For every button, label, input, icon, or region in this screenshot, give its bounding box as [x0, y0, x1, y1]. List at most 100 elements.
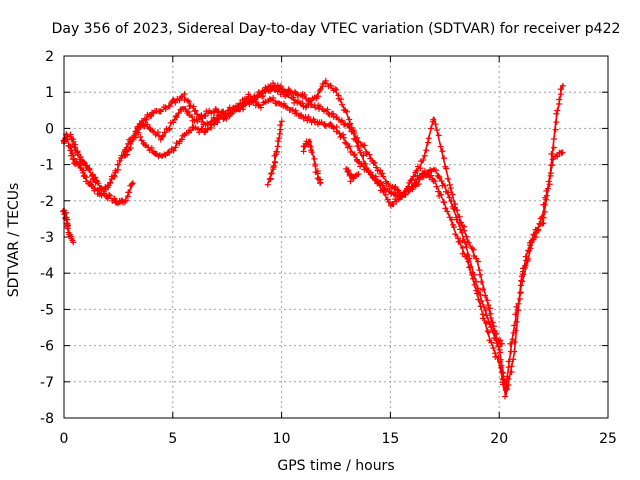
- data-point: [458, 219, 465, 226]
- data-point: [484, 297, 491, 304]
- data-point: [550, 136, 557, 143]
- data-point: [344, 168, 351, 175]
- x-tick-label: 25: [599, 431, 617, 447]
- data-point: [471, 281, 478, 288]
- data-point: [355, 171, 362, 178]
- data-point: [550, 144, 557, 151]
- data-point: [487, 315, 494, 322]
- data-point: [80, 169, 87, 176]
- data-point: [162, 106, 169, 113]
- data-point: [469, 271, 476, 278]
- y-tick-label: 0: [45, 121, 54, 137]
- data-point: [128, 181, 135, 188]
- data-point: [498, 364, 505, 371]
- data-point: [129, 180, 136, 187]
- data-point: [264, 181, 271, 188]
- y-tick-label: 1: [45, 85, 54, 101]
- data-point: [553, 119, 560, 126]
- data-point: [336, 130, 343, 137]
- data-point: [330, 110, 337, 117]
- data-point: [459, 250, 466, 257]
- data-point: [438, 178, 445, 185]
- data-point: [304, 117, 311, 124]
- data-point: [498, 340, 505, 347]
- data-point: [172, 113, 179, 120]
- data-point: [311, 155, 318, 162]
- data-point: [512, 327, 519, 334]
- data-point: [88, 181, 95, 188]
- data-point: [437, 143, 444, 150]
- data-point: [434, 127, 441, 134]
- data-point: [144, 121, 151, 128]
- data-point: [271, 85, 278, 92]
- data-point: [540, 220, 547, 227]
- data-point: [64, 225, 71, 232]
- data-point: [556, 96, 563, 103]
- data-point: [463, 233, 470, 240]
- data-point: [493, 330, 500, 337]
- data-point: [405, 183, 412, 190]
- x-tick-label: 5: [168, 431, 177, 447]
- data-point: [446, 194, 453, 201]
- data-point: [111, 172, 118, 179]
- data-point: [191, 108, 198, 115]
- data-point: [115, 166, 122, 173]
- data-point: [346, 116, 353, 123]
- data-point: [548, 162, 555, 169]
- data-point: [143, 116, 150, 123]
- data-point: [516, 296, 523, 303]
- data-point: [421, 152, 428, 159]
- data-point: [166, 149, 173, 156]
- data-point: [257, 104, 264, 111]
- data-point: [465, 239, 472, 246]
- data-point: [522, 253, 529, 260]
- data-point: [401, 191, 408, 198]
- data-point: [278, 118, 285, 125]
- data-point: [301, 92, 308, 99]
- data-point: [543, 192, 550, 199]
- data-point: [307, 143, 314, 150]
- data-point: [441, 182, 448, 189]
- data-point: [539, 220, 546, 227]
- data-point: [497, 349, 504, 356]
- data-point: [517, 289, 524, 296]
- data-point: [518, 273, 525, 280]
- data-point: [499, 381, 506, 388]
- data-point: [507, 340, 514, 347]
- data-point: [268, 170, 275, 177]
- data-point: [165, 126, 172, 133]
- data-point: [433, 183, 440, 190]
- data-point: [435, 188, 442, 195]
- data-point: [175, 110, 182, 117]
- data-point: [181, 90, 188, 97]
- data-point: [546, 181, 553, 188]
- data-point: [312, 162, 319, 169]
- data-point: [211, 121, 218, 128]
- data-point: [495, 343, 502, 350]
- data-point: [446, 181, 453, 188]
- data-point: [541, 201, 548, 208]
- data-point: [475, 296, 482, 303]
- data-point: [449, 191, 456, 198]
- data-point: [425, 135, 432, 142]
- data-point: [505, 376, 512, 383]
- data-point: [111, 173, 118, 180]
- data-point: [114, 161, 121, 168]
- data-point: [95, 180, 102, 187]
- data-point: [111, 196, 118, 203]
- data-point: [347, 178, 354, 185]
- data-point: [489, 319, 496, 326]
- data-point: [432, 178, 439, 185]
- data-point: [192, 107, 199, 114]
- x-tick-label: 20: [490, 431, 508, 447]
- data-point: [480, 303, 487, 310]
- data-point: [184, 97, 191, 104]
- data-point: [448, 216, 455, 223]
- data-point: [547, 170, 554, 177]
- data-point: [340, 134, 347, 141]
- data-point: [124, 151, 131, 158]
- data-point: [486, 305, 493, 312]
- data-point: [350, 127, 357, 134]
- data-point: [178, 93, 185, 100]
- data-point: [317, 86, 324, 93]
